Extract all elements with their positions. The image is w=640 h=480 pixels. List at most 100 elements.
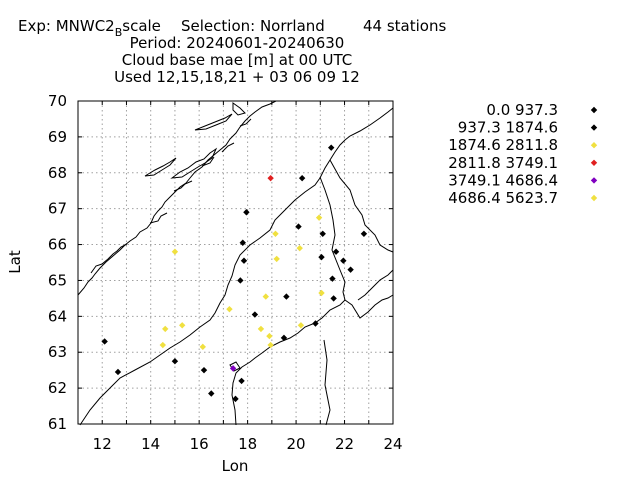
data-point	[237, 277, 244, 284]
data-point	[297, 322, 305, 329]
data-point	[329, 275, 336, 282]
data-point	[171, 248, 179, 255]
legend-marker	[590, 177, 598, 184]
title-exp-subscript: B	[115, 26, 123, 39]
data-point	[280, 334, 288, 342]
legend-marker	[590, 142, 598, 149]
y-tick-label: 62	[48, 379, 67, 397]
legend-marker	[590, 106, 598, 114]
x-tick-label: 18	[238, 435, 257, 453]
data-point	[318, 253, 325, 261]
data-point	[114, 368, 122, 376]
sweden-finland-border	[319, 176, 346, 301]
title-exp-prefix: Exp: MNWC2	[18, 17, 115, 35]
data-point	[208, 390, 215, 397]
legend-label: 4686.4 5623.7	[448, 189, 558, 207]
y-tick-label: 66	[48, 236, 67, 254]
data-point	[257, 325, 265, 333]
x-axis-ticks: 12 14 16 18 20 22 24	[77, 101, 403, 453]
norway-islands	[144, 102, 246, 179]
y-tick-label: 64	[48, 307, 67, 325]
y-axis-ticks: 61 62 63 64 65 66 67 68 69 70	[48, 92, 393, 433]
data-point	[295, 223, 302, 230]
legend-label: 2811.8 3749.1	[448, 154, 558, 172]
data-point	[267, 341, 274, 349]
data-point	[318, 289, 325, 297]
norway-fjords	[90, 118, 252, 274]
chart-title: Exp: MNWC2Bscale Selection: Norrland 44 st…	[18, 17, 446, 86]
data-point	[330, 295, 337, 302]
data-points	[101, 144, 368, 403]
data-point	[298, 174, 306, 182]
data-point	[240, 257, 248, 264]
data-point	[328, 144, 335, 151]
bothnian-coast-finland	[323, 294, 394, 426]
x-tick-label: 14	[141, 435, 160, 453]
y-tick-label: 67	[48, 200, 67, 218]
data-point	[199, 343, 206, 351]
x-tick-label: 12	[93, 435, 112, 453]
data-point	[360, 230, 368, 237]
data-point	[266, 332, 273, 340]
data-point	[171, 357, 179, 365]
data-point	[200, 366, 208, 374]
data-point	[283, 293, 290, 300]
coastline-map	[77, 100, 394, 426]
y-tick-label: 65	[48, 271, 67, 289]
title-exp-suffix: scale	[122, 17, 161, 35]
y-tick-label: 63	[48, 343, 67, 361]
data-point	[159, 341, 167, 349]
finnish-coast-east	[357, 269, 394, 301]
data-point	[347, 266, 354, 273]
title-stations: 44 stations	[363, 17, 446, 35]
data-point	[238, 377, 245, 385]
data-point	[226, 305, 233, 313]
x-tick-label: 20	[287, 435, 306, 453]
data-point	[332, 248, 340, 255]
data-point	[239, 239, 246, 246]
title-line-1: Exp: MNWC2Bscale Selection: Norrland 44 st…	[18, 17, 446, 39]
legend-label: 0.0 937.3	[486, 101, 558, 119]
data-point	[229, 365, 237, 372]
legend-marker	[590, 124, 598, 131]
data-point	[267, 174, 274, 182]
title-line-4: Used 12,15,18,21 + 03 06 09 12	[114, 68, 360, 86]
title-line-2: Period: 20240601-20240630	[130, 34, 345, 52]
data-point	[315, 214, 323, 221]
data-point	[162, 325, 169, 333]
legend-marker	[590, 159, 598, 166]
data-point	[101, 338, 108, 345]
data-point	[319, 230, 326, 237]
y-axis-label: Lat	[6, 250, 24, 274]
y-tick-label: 61	[48, 415, 67, 433]
data-point	[273, 255, 280, 263]
sweden-norway-border	[79, 107, 394, 426]
legend-label: 937.3 1874.6	[458, 119, 558, 137]
y-tick-label: 70	[48, 92, 67, 110]
data-point	[340, 257, 347, 264]
x-axis-label: Lon	[222, 457, 249, 475]
x-tick-label: 16	[190, 435, 209, 453]
data-point	[312, 320, 319, 327]
x-tick-label: 24	[383, 435, 402, 453]
title-line-3: Cloud base mae [m] at 00 UTC	[122, 51, 352, 69]
data-point	[262, 293, 269, 300]
norway-coastline	[77, 100, 277, 296]
legend-label: 3749.1 4686.4	[448, 171, 558, 189]
data-point	[243, 209, 250, 216]
data-point	[178, 322, 186, 329]
finland-russia-border	[329, 159, 394, 253]
plot-frame	[77, 100, 394, 425]
data-point	[272, 230, 279, 237]
x-tick-label: 22	[335, 435, 354, 453]
y-tick-label: 68	[48, 164, 67, 182]
legend-label: 1874.6 2811.8	[448, 136, 558, 154]
y-tick-label: 69	[48, 128, 67, 146]
data-point	[232, 395, 239, 403]
bothnian-coast-sweden	[231, 299, 346, 426]
data-point	[296, 244, 303, 252]
legend-marker	[590, 194, 598, 202]
grid	[78, 101, 393, 424]
